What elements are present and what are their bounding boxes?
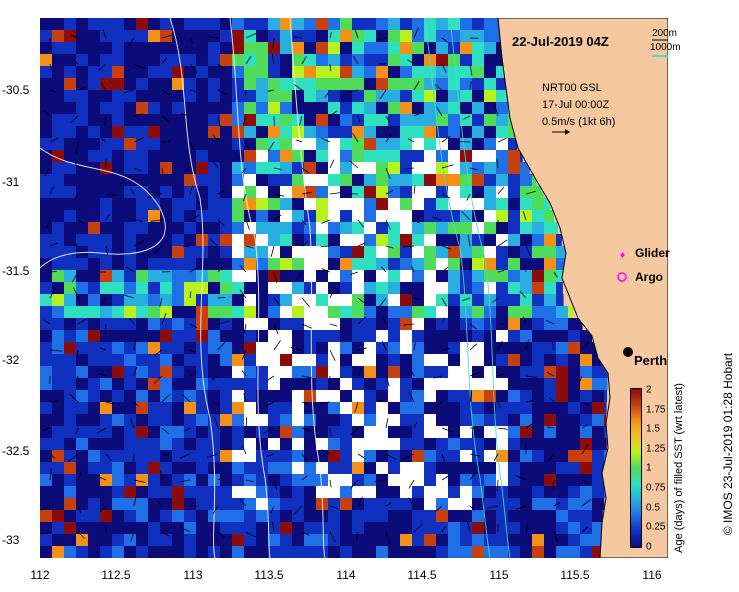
colorbar-title: Age (days) of filled SST (wrt latest) <box>673 383 685 553</box>
age-colorbar <box>630 388 642 548</box>
glider-legend-label: Glider <box>635 246 670 260</box>
perth-marker <box>623 347 633 357</box>
x-tick-label: 113.5 <box>254 568 284 582</box>
map-date-title: 22-Jul-2019 04Z <box>512 34 609 49</box>
x-tick-label: 115.5 <box>560 568 590 582</box>
x-tick-label: 112 <box>30 568 50 582</box>
sst-map-canvas: ♦ <box>40 18 668 558</box>
current-product-date: 17-Jul 00:00Z <box>542 99 610 111</box>
current-vectors <box>40 27 592 543</box>
y-tick-label: -33 <box>2 533 20 547</box>
colorbar-tick-label: 0.25 <box>646 521 666 533</box>
vector-scale-label: 0.5m/s (1kt 6h) <box>542 116 616 128</box>
current-product-label: NRT00 GSL <box>542 82 602 94</box>
contour-1000-label: 1000m <box>650 42 681 53</box>
x-tick-label: 114 <box>336 568 356 582</box>
sst-age-cells <box>40 18 608 558</box>
y-tick-label: -32.5 <box>2 444 30 458</box>
land-australia <box>497 18 668 558</box>
perth-city-label: Perth <box>634 353 668 368</box>
argo-legend-label: Argo <box>635 270 663 284</box>
colorbar-tick-label: 0 <box>646 541 652 553</box>
colorbar-tick-label: 1.5 <box>646 423 660 435</box>
bathymetry-contours <box>40 18 511 558</box>
colorbar-tick-label: 1 <box>646 462 652 474</box>
glider-marker: ♦ <box>620 250 625 261</box>
x-tick-label: 115 <box>489 568 509 582</box>
colorbar-tick-label: 0.75 <box>646 482 666 494</box>
x-tick-label: 116 <box>642 568 662 582</box>
y-tick-label: -31 <box>2 175 20 189</box>
sst-map[interactable]: ♦ <box>40 18 668 558</box>
colorbar-tick-label: 1.25 <box>646 443 666 455</box>
argo-marker <box>617 272 627 282</box>
contour-200-label: 200m <box>652 28 678 39</box>
colorbar-tick-label: 2 <box>646 384 652 396</box>
x-tick-label: 112.5 <box>101 568 131 582</box>
colorbar-tick-label: 0.5 <box>646 502 660 514</box>
y-tick-label: -32 <box>2 353 20 367</box>
vector-scale-arrowhead <box>565 129 570 135</box>
x-tick-label: 113 <box>183 568 203 582</box>
imos-credit: © IMOS 23-Jul-2019 01:28 Hobart <box>721 352 735 536</box>
y-tick-label: -31.5 <box>2 264 30 278</box>
y-tick-label: -30.5 <box>2 83 30 97</box>
x-tick-label: 114.5 <box>407 568 437 582</box>
colorbar-tick-label: 1.75 <box>646 404 666 416</box>
